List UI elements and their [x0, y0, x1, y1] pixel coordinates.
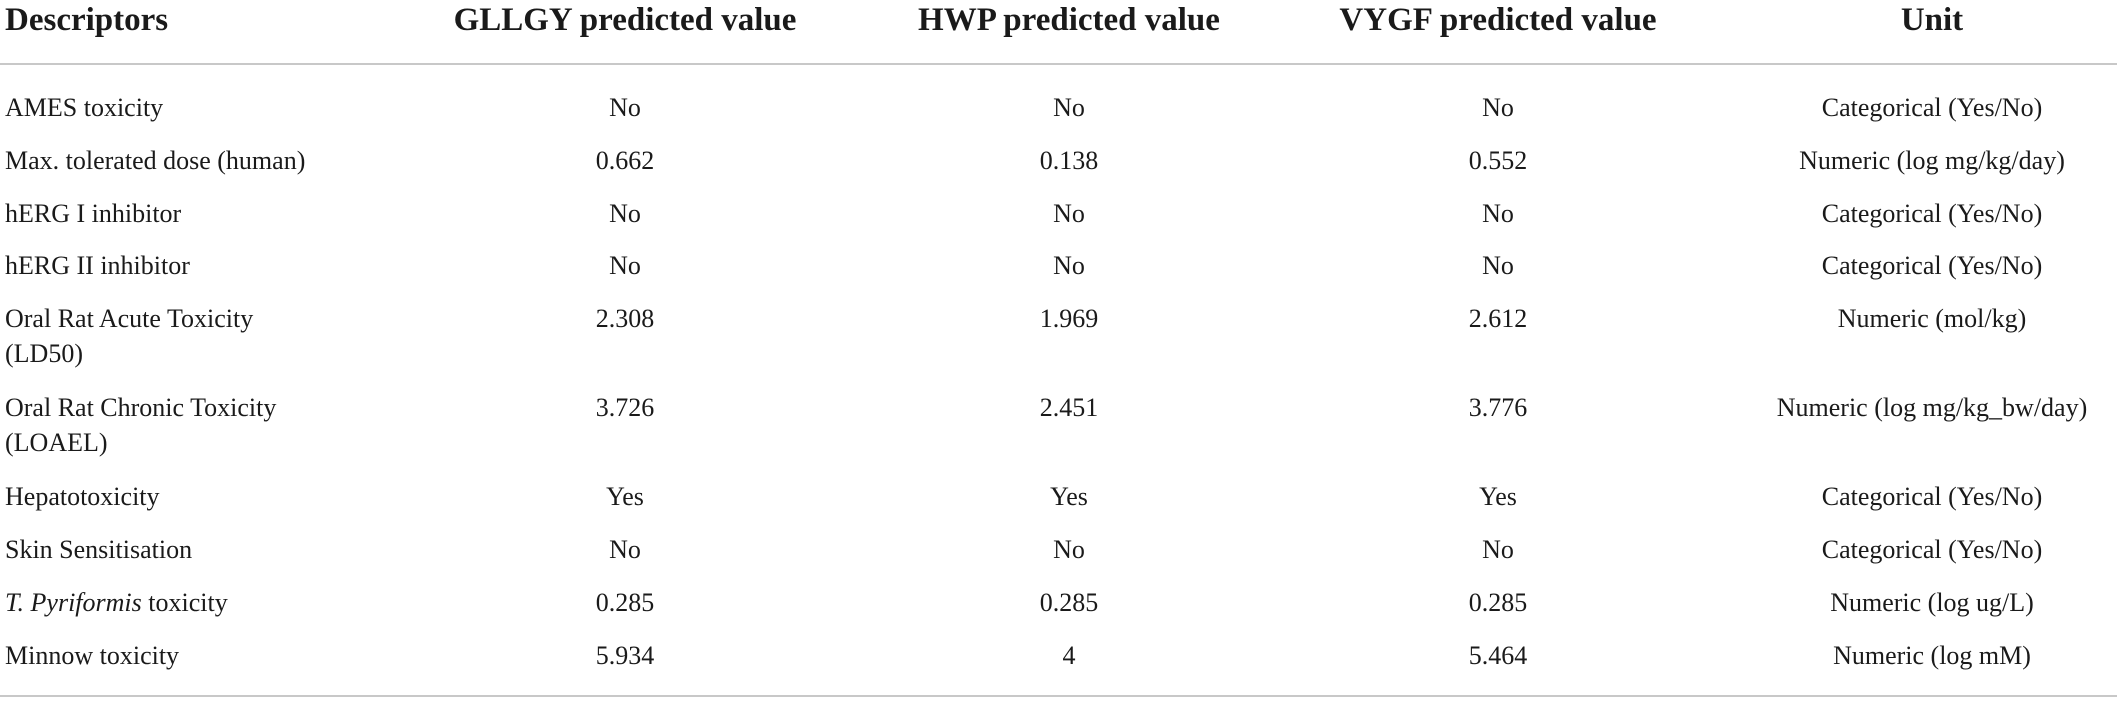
header-descriptors: Descriptors: [5, 2, 169, 38]
row-descriptor: hERG II inhibitor: [5, 251, 190, 280]
row-unit: Categorical (Yes/No): [1821, 93, 2043, 122]
row-hwp-value: No: [1053, 251, 1085, 280]
row-unit: Numeric (log mg/kg_bw/day): [1776, 393, 2088, 422]
row-descriptor-line2: (LD50): [5, 339, 83, 368]
header-hwp: HWP predicted value: [918, 2, 1220, 38]
row-gllgy-value: Yes: [606, 482, 644, 511]
descriptor-suffix: toxicity: [141, 588, 228, 617]
row-vygf-value: 3.776: [1468, 393, 1528, 422]
row-descriptor: Skin Sensitisation: [5, 535, 193, 564]
row-unit: Categorical (Yes/No): [1821, 251, 2043, 280]
row-descriptor: AMES toxicity: [5, 93, 164, 122]
row-unit: Numeric (log mM): [1833, 641, 2031, 670]
header-gllgy: GLLGY predicted value: [453, 2, 797, 38]
row-hwp-value: No: [1053, 535, 1085, 564]
row-descriptor: Minnow toxicity: [5, 641, 180, 670]
row-gllgy-value: 0.662: [595, 146, 655, 175]
row-hwp-value: 0.285: [1039, 588, 1099, 617]
row-hwp-value: 2.451: [1039, 393, 1099, 422]
species-name: T. Pyriformis: [5, 588, 142, 617]
row-unit: Categorical (Yes/No): [1821, 199, 2043, 228]
header-vygf: VYGF predicted value: [1339, 2, 1657, 38]
row-hwp-value: No: [1053, 93, 1085, 122]
row-vygf-value: No: [1482, 535, 1514, 564]
header-unit: Unit: [1900, 2, 1964, 38]
row-vygf-value: No: [1482, 199, 1514, 228]
row-unit: Numeric (mol/kg): [1837, 304, 2027, 333]
row-descriptor-line1: Oral Rat Chronic Toxicity: [5, 393, 277, 422]
row-gllgy-value: No: [609, 251, 641, 280]
table-bottom-rule: [0, 695, 2117, 697]
row-gllgy-value: 2.308: [595, 304, 655, 333]
row-vygf-value: 0.552: [1468, 146, 1528, 175]
row-hwp-value: 1.969: [1039, 304, 1099, 333]
row-hwp-value: No: [1053, 199, 1085, 228]
row-gllgy-value: 0.285: [595, 588, 655, 617]
row-unit: Categorical (Yes/No): [1821, 535, 2043, 564]
row-gllgy-value: No: [609, 199, 641, 228]
row-descriptor: T. Pyriformis toxicity: [5, 585, 228, 621]
row-gllgy-value: 5.934: [595, 641, 655, 670]
row-unit: Categorical (Yes/No): [1821, 482, 2043, 511]
row-vygf-value: Yes: [1479, 482, 1517, 511]
row-hwp-value: Yes: [1050, 482, 1088, 511]
row-vygf-value: 0.285: [1468, 588, 1528, 617]
row-vygf-value: 2.612: [1468, 304, 1528, 333]
row-vygf-value: No: [1482, 251, 1514, 280]
row-descriptor-line2: (LOAEL): [5, 428, 108, 457]
row-hwp-value: 0.138: [1039, 146, 1099, 175]
row-unit: Numeric (log ug/L): [1830, 588, 2034, 617]
row-hwp-value: 4: [1062, 641, 1076, 670]
row-vygf-value: No: [1482, 93, 1514, 122]
row-vygf-value: 5.464: [1468, 641, 1528, 670]
row-descriptor: hERG I inhibitor: [5, 199, 182, 228]
row-unit: Numeric (log mg/kg/day): [1799, 146, 2065, 175]
header-divider: [0, 63, 2117, 65]
row-gllgy-value: No: [609, 535, 641, 564]
row-descriptor: Max. tolerated dose (human): [5, 146, 306, 175]
row-descriptor-line1: Oral Rat Acute Toxicity: [5, 304, 254, 333]
row-gllgy-value: No: [609, 93, 641, 122]
row-gllgy-value: 3.726: [595, 393, 655, 422]
row-descriptor: Hepatotoxicity: [5, 482, 160, 511]
